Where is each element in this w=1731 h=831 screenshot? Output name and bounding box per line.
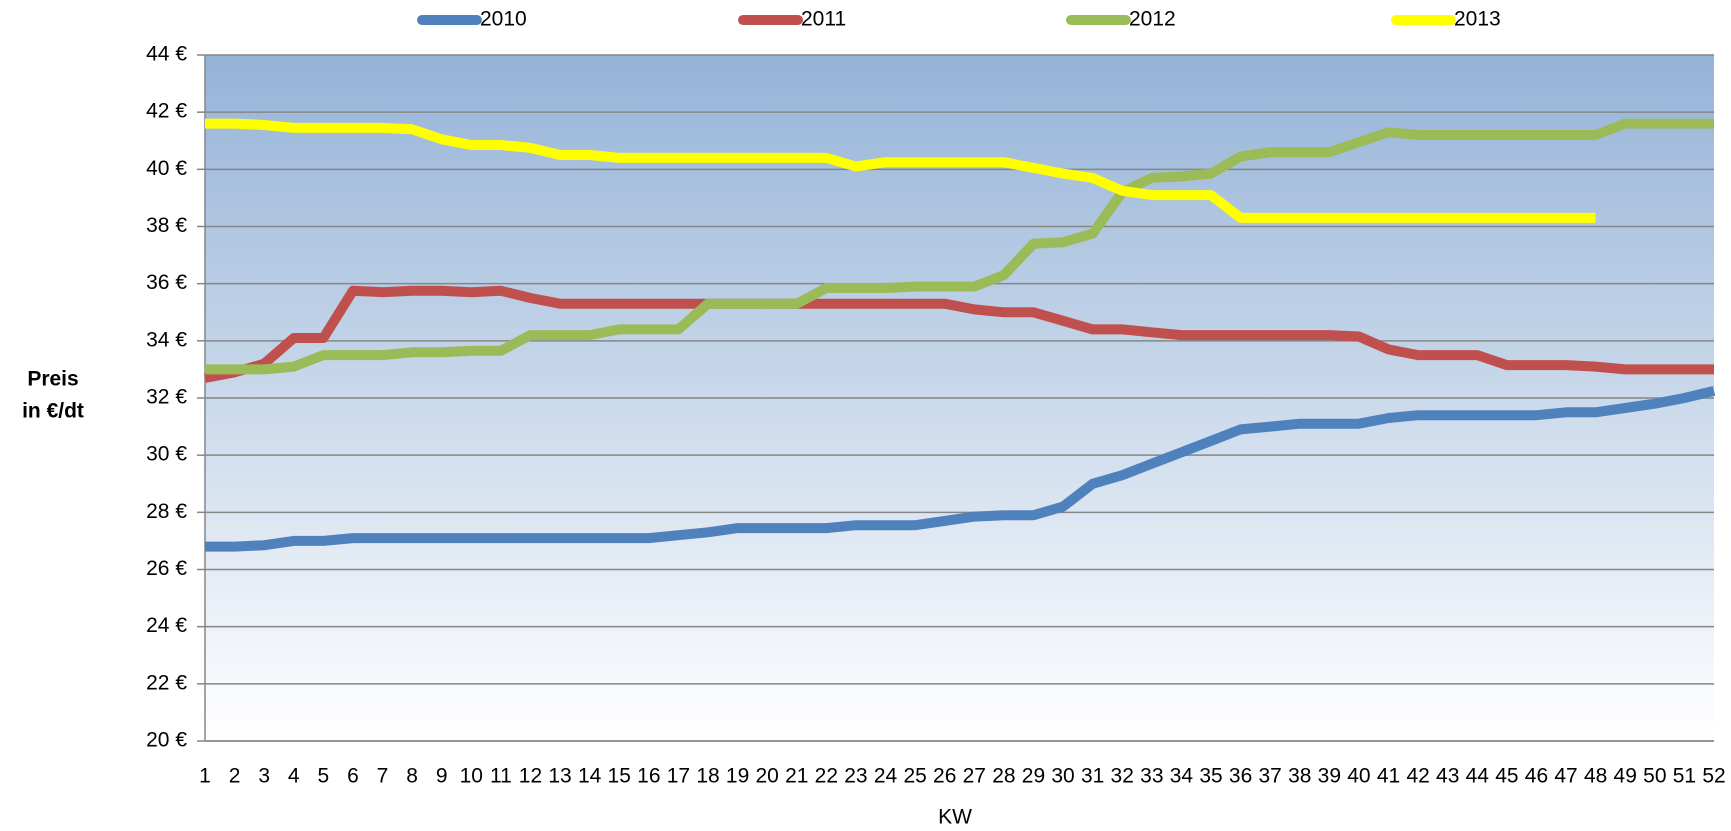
x-tick-label: 7 [377, 765, 389, 788]
y-tick-label: 22 € [146, 671, 187, 694]
y-axis-label: Preis [27, 368, 78, 391]
x-tick-label: 10 [460, 765, 483, 788]
x-tick-label: 1 [199, 765, 211, 788]
y-tick-label: 26 € [146, 557, 187, 580]
series-line [205, 118, 1596, 223]
x-tick-label: 27 [963, 765, 986, 788]
x-tick-label: 34 [1170, 765, 1194, 788]
y-tick-label: 32 € [146, 386, 187, 409]
x-tick-label: 4 [288, 765, 300, 788]
x-tick-label: 51 [1673, 765, 1696, 788]
x-tick-label: 21 [785, 765, 808, 788]
x-tick-label: 35 [1199, 765, 1222, 788]
x-tick-label: 47 [1554, 765, 1577, 788]
y-tick-label: 38 € [146, 214, 187, 237]
x-tick-label: 11 [490, 765, 512, 788]
x-tick-label: 31 [1081, 765, 1104, 788]
x-tick-label: 5 [318, 765, 330, 788]
y-tick-label: 44 € [146, 43, 187, 66]
x-tick-label: 13 [548, 765, 571, 788]
x-tick-label: 26 [933, 765, 956, 788]
legend-label: 2012 [1129, 8, 1176, 31]
x-tick-label: 20 [755, 765, 778, 788]
x-tick-label: 29 [1022, 765, 1045, 788]
x-tick-label: 52 [1702, 765, 1725, 788]
y-tick-label: 34 € [146, 328, 187, 351]
x-tick-label: 8 [406, 765, 418, 788]
x-tick-label: 15 [608, 765, 631, 788]
x-tick-label: 33 [1140, 765, 1163, 788]
x-tick-label: 48 [1584, 765, 1607, 788]
legend-label: 2013 [1454, 8, 1501, 31]
x-tick-label: 36 [1229, 765, 1252, 788]
y-axis-label: in €/dt [22, 400, 84, 423]
x-tick-label: 2 [229, 765, 241, 788]
x-tick-label: 46 [1525, 765, 1548, 788]
x-tick-label: 17 [667, 765, 690, 788]
x-tick-label: 28 [992, 765, 1015, 788]
x-tick-label: 45 [1495, 765, 1518, 788]
x-tick-label: 12 [519, 765, 542, 788]
x-tick-label: 49 [1614, 765, 1637, 788]
series-line [204, 285, 1714, 383]
x-tick-label: 41 [1377, 765, 1400, 788]
y-tick-label: 40 € [146, 157, 187, 180]
x-tick-label: 39 [1318, 765, 1341, 788]
x-tick-label: 43 [1436, 765, 1459, 788]
series-line [205, 118, 1714, 375]
x-tick-label: 42 [1406, 765, 1429, 788]
x-tick-label: 50 [1643, 765, 1666, 788]
x-tick-label: 19 [726, 765, 749, 788]
x-tick-label: 44 [1466, 765, 1490, 788]
legend-label: 2011 [801, 8, 846, 31]
legend-label: 2010 [480, 8, 527, 31]
x-tick-label: 25 [903, 765, 926, 788]
series-line [205, 386, 1716, 552]
y-tick-label: 42 € [146, 100, 187, 123]
x-tick-label: 24 [874, 765, 898, 788]
x-axis-label: KW [938, 806, 972, 829]
y-tick-label: 30 € [146, 443, 187, 466]
x-tick-label: 9 [436, 765, 448, 788]
x-tick-label: 32 [1111, 765, 1134, 788]
y-tick-label: 36 € [146, 271, 187, 294]
x-tick-label: 40 [1347, 765, 1370, 788]
x-tick-label: 37 [1258, 765, 1281, 788]
x-tick-label: 38 [1288, 765, 1311, 788]
x-tick-label: 22 [815, 765, 838, 788]
x-tick-label: 23 [844, 765, 867, 788]
y-tick-label: 28 € [146, 500, 187, 523]
x-tick-label: 30 [1051, 765, 1074, 788]
y-tick-label: 24 € [146, 614, 187, 637]
x-tick-label: 6 [347, 765, 359, 788]
x-tick-label: 16 [637, 765, 660, 788]
x-tick-label: 3 [258, 765, 270, 788]
y-tick-label: 20 € [146, 729, 187, 752]
x-tick-label: 18 [696, 765, 719, 788]
x-tick-label: 14 [578, 765, 602, 788]
